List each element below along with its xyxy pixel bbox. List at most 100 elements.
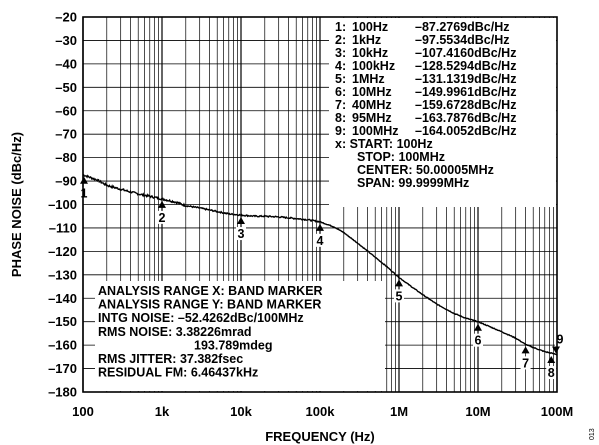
analysis-info-line: INTG NOISE: –52.4262dBc/100MHz [98,311,304,325]
y-tick-label: –100 [48,197,77,212]
x-tick-label: 10M [465,404,490,419]
marker-4-label-bg [315,233,325,247]
marker-5-triangle [395,279,403,287]
marker-4-label: 4 [317,234,324,248]
marker-row-freq: 100Hz [352,20,388,34]
y-tick-label: –80 [55,150,77,165]
y-tick-label: –50 [55,80,77,95]
analysis-info-line: RMS JITTER: 37.382fsec [98,352,243,366]
x-tick-label: 100 [72,404,94,419]
y-tick-label: –60 [55,103,77,118]
marker-row-id: 9: [335,124,346,138]
analysis-info-line: 193.789mdeg [194,338,273,352]
x-tick-label: 1M [390,404,408,419]
marker-row-value: –159.6728dBc/Hz [415,98,516,112]
plot-frame [82,16,558,393]
y-tick-label: –140 [48,291,77,306]
analysis-info-bg [95,281,385,391]
marker-row-freq: 95MHz [352,111,392,125]
marker-7-triangle [521,346,530,354]
markers: 1 2 3 4 5 6 7 8 9 [79,176,565,380]
marker-3-label: 3 [238,227,245,241]
y-tick-label: –170 [48,361,77,376]
marker-9-triangle [552,346,560,354]
x-tick-label: 10k [230,404,252,419]
marker-row-freq: 10kHz [352,46,388,60]
marker-table: 1: 100Hz –87.2769dBc/Hz 2: 1kHz –97.5534dBc/H… [335,20,516,138]
y-tick-label: –30 [55,33,77,48]
y-tick-label: –160 [48,338,77,353]
analysis-info-line: ANALYSIS RANGE Y: BAND MARKER [98,298,321,312]
marker-8-label: 8 [548,366,555,380]
marker-row-freq: 10MHz [352,85,392,99]
marker-6-label-bg [473,333,483,347]
marker-row-freq: 100kHz [352,59,395,73]
marker-row-value: –87.2769dBc/Hz [415,20,510,34]
analysis-info-line: ANALYSIS RANGE X: BAND MARKER [98,284,323,298]
marker-6-label: 6 [475,334,482,348]
marker-8-triangle [547,356,556,364]
analysis-info-line: RMS NOISE: 3.38226mrad [98,325,252,339]
marker-row-id: 7: [335,98,346,112]
tick-labels: –20 –30 –40 –50 –60 –70 –80 –90 –100 –110 –120 –130… [48,10,573,420]
marker-row-value: –107.4160dBc/Hz [415,46,516,60]
marker-7-label: 7 [522,356,529,370]
marker-7-label-bg [520,356,531,370]
marker-1-label: 1 [81,187,88,201]
x-tick-label: 100k [306,404,336,419]
y-tick-label: –110 [49,220,77,235]
marker-row-value: –149.9961dBc/Hz [415,85,516,99]
y-tick-label: –130 [48,267,77,282]
marker-table-bg [329,18,556,207]
marker-row-id: 4: [335,59,346,73]
x-axis-title: FREQUENCY (Hz) [265,429,375,444]
marker-row-freq: 100MHz [352,124,399,138]
marker-row-freq: 40MHz [352,98,392,112]
marker-row-id: 5: [335,72,346,86]
marker-3-label-bg [236,227,246,241]
marker-row-id: 8: [335,111,346,125]
y-tick-label: –180 [48,385,77,400]
y-tick-label: –20 [55,10,77,25]
sweep-info-line: x: START: 100Hz [335,137,433,151]
marker-row-value: –128.5294dBc/Hz [415,59,516,73]
sweep-info-line: SPAN: 99.9999MHz [357,176,469,190]
marker-5-label-bg [394,289,404,303]
marker-row-value: –131.1319dBc/Hz [415,72,516,86]
marker-row-value: –164.0052dBc/Hz [415,124,516,138]
marker-row-freq: 1MHz [352,72,385,86]
marker-2-label: 2 [159,211,166,225]
marker-6-triangle [474,323,482,331]
marker-2-triangle [158,200,166,208]
marker-9-label-bg [555,332,565,346]
y-tick-label: –90 [55,174,77,189]
y-axis-title: PHASE NOISE (dBc/Hz) [9,132,24,277]
marker-2-label-bg [157,210,167,224]
marker-row-freq: 1kHz [352,33,381,47]
marker-row-value: –97.5534dBc/Hz [415,33,510,47]
y-tick-label: –40 [55,56,77,71]
marker-row-id: 1: [335,20,346,34]
marker-row-value: –163.7876dBc/Hz [415,111,516,125]
marker-5-label: 5 [396,289,403,303]
figure-id-label: 013 [589,428,596,440]
marker-1-triangle [80,176,88,184]
marker-8-label-bg [546,366,557,380]
marker-1-label-bg [79,186,89,200]
x-tick-label: 100M [541,404,574,419]
analysis-info-line: RESIDUAL FM: 6.46437kHz [98,366,258,380]
marker-row-id: 3: [335,46,346,60]
y-tick-label: –150 [48,314,77,329]
sweep-info-line: STOP: 100MHz [357,150,445,164]
marker-4-triangle [316,223,324,231]
marker-row-id: 6: [335,85,346,99]
y-tick-label: –70 [55,127,77,142]
sweep-info-line: CENTER: 50.00005MHz [357,163,494,177]
noise-trace [82,174,558,356]
noise-curve [82,174,558,356]
marker-row-id: 2: [335,33,346,47]
y-tick-label: –120 [48,244,77,259]
